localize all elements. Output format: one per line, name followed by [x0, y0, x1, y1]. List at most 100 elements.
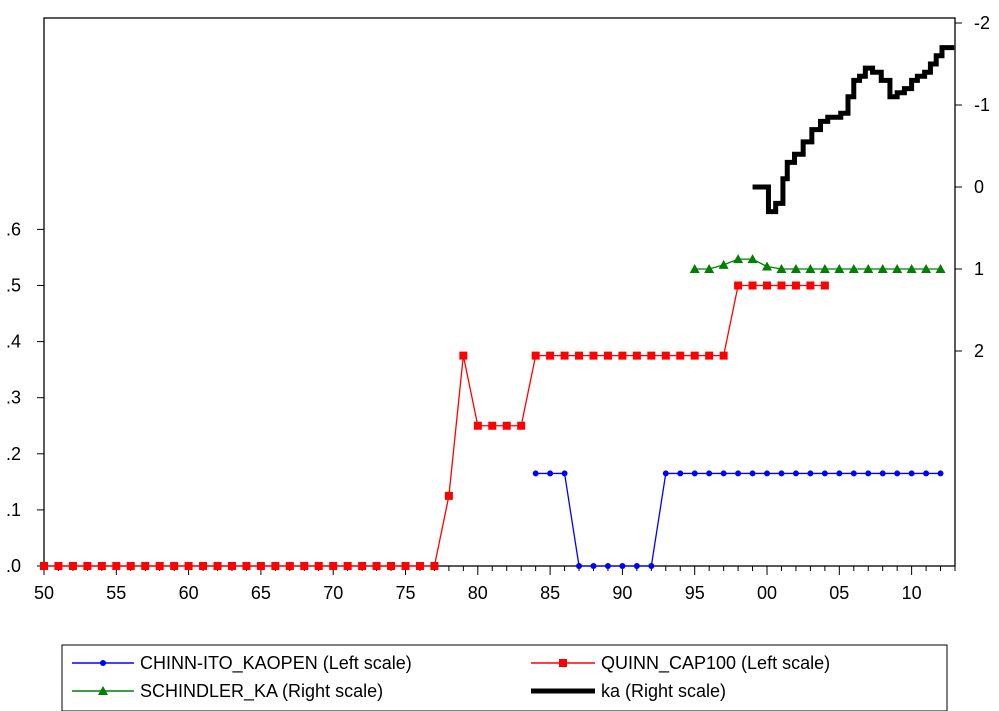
- series-point-2: [314, 562, 323, 570]
- series-point-2: [97, 562, 106, 570]
- series-point-2: [112, 562, 121, 570]
- series-point-3: [805, 264, 816, 273]
- left-tick-label: .0: [6, 556, 21, 576]
- left-tick-label: .3: [6, 388, 21, 408]
- series-point-2: [126, 562, 135, 570]
- series-point-3: [704, 264, 715, 273]
- x-tick-label: 60: [179, 583, 199, 603]
- series-point-2: [444, 491, 453, 500]
- series-point-1: [865, 470, 872, 477]
- series-point-2: [459, 351, 468, 360]
- series-point-3: [762, 261, 773, 271]
- x-tick-label: 95: [685, 583, 705, 603]
- series-point-2: [589, 351, 598, 360]
- series-point-3: [877, 264, 888, 273]
- legend-marker-1: [100, 660, 106, 666]
- series-point-2: [661, 351, 670, 360]
- series-point-2: [632, 351, 641, 360]
- legend-label-3: SCHINDLER_KA (Right scale): [140, 681, 383, 702]
- series-point-2: [820, 281, 829, 290]
- series-point-2: [546, 351, 555, 360]
- x-tick-label: 05: [829, 583, 849, 603]
- right-tick-label: 0: [974, 177, 984, 197]
- series-point-1: [706, 470, 713, 477]
- series-point-2: [473, 421, 482, 430]
- series-point-1: [677, 470, 684, 477]
- series-point-2: [199, 562, 208, 570]
- x-tick-label: 55: [106, 583, 126, 603]
- series-point-1: [648, 563, 655, 569]
- series-point-2: [488, 421, 497, 430]
- series-point-2: [806, 281, 815, 290]
- series-point-1: [691, 470, 698, 477]
- series-point-2: [54, 562, 63, 570]
- series-point-1: [662, 470, 669, 477]
- x-tick-label: 75: [395, 583, 415, 603]
- series-point-2: [647, 351, 656, 360]
- left-tick-label: .1: [6, 500, 21, 520]
- x-tick-label: 90: [612, 583, 632, 603]
- series-point-2: [430, 562, 439, 570]
- series-line-3: [694, 258, 941, 270]
- series-line-1: [535, 472, 941, 567]
- series-point-2: [227, 562, 236, 570]
- series-point-2: [676, 351, 685, 360]
- plot-area-frame: [43, 17, 956, 567]
- series-point-2: [242, 562, 251, 570]
- series-point-2: [690, 351, 699, 360]
- plot-series: [40, 45, 955, 570]
- series-point-3: [747, 254, 758, 264]
- series-line-2: [44, 284, 825, 567]
- x-axis-ticks: 50 55 60 65 70 75 80 85 90 95 00 05 10: [34, 566, 956, 603]
- left-tick-label: .5: [6, 276, 21, 296]
- x-tick-label: 80: [468, 583, 488, 603]
- series-point-1: [561, 470, 568, 477]
- legend: CHINN-ITO_KAOPEN (Left scale) QUINN_CAP10…: [72, 653, 830, 702]
- series-point-2: [560, 351, 569, 360]
- right-tick-label: -2: [974, 13, 990, 33]
- series-point-3: [848, 264, 859, 273]
- series-point-2: [83, 562, 92, 570]
- series-point-1: [778, 470, 785, 477]
- left-tick-label: .2: [6, 444, 21, 464]
- right-tick-label: 1: [974, 259, 984, 279]
- legend-label-2: QUINN_CAP100 (Left scale): [601, 653, 830, 674]
- series-point-2: [213, 562, 222, 570]
- series-point-1: [879, 470, 886, 477]
- series-point-2: [358, 562, 367, 570]
- series-point-2: [575, 351, 584, 360]
- series-point-2: [763, 281, 772, 290]
- series-point-2: [329, 562, 338, 570]
- series-point-1: [764, 470, 771, 477]
- series-point-1: [908, 470, 915, 477]
- series-point-2: [387, 562, 396, 570]
- x-tick-label: 85: [540, 583, 560, 603]
- series-point-2: [415, 562, 424, 570]
- right-tick-label: 2: [974, 341, 984, 361]
- series-line-4: [752, 45, 955, 215]
- series-point-2: [343, 562, 352, 570]
- series-point-2: [705, 351, 714, 360]
- series-point-1: [735, 470, 742, 477]
- series-point-3: [776, 264, 787, 273]
- series-point-3: [863, 264, 874, 273]
- left-axis-ticks: .0 .1 .2 .3 .4 .5 .6: [6, 219, 44, 576]
- series-point-2: [170, 562, 179, 570]
- series-point-1: [792, 470, 799, 477]
- series-point-2: [618, 351, 627, 360]
- series-point-2: [256, 562, 265, 570]
- series-point-3: [718, 259, 729, 269]
- x-tick-label: 70: [323, 583, 343, 603]
- legend-marker-2: [559, 659, 567, 667]
- series-point-3: [935, 264, 946, 273]
- series-point-3: [790, 264, 801, 273]
- x-tick-label: 50: [34, 583, 54, 603]
- series-point-2: [372, 562, 381, 570]
- series-point-2: [68, 562, 77, 570]
- series-point-2: [603, 351, 612, 360]
- series-point-2: [184, 562, 193, 570]
- series-point-1: [532, 470, 539, 477]
- series-point-3: [819, 264, 830, 273]
- legend-label-1: CHINN-ITO_KAOPEN (Left scale): [140, 653, 412, 674]
- x-tick-label: 00: [757, 583, 777, 603]
